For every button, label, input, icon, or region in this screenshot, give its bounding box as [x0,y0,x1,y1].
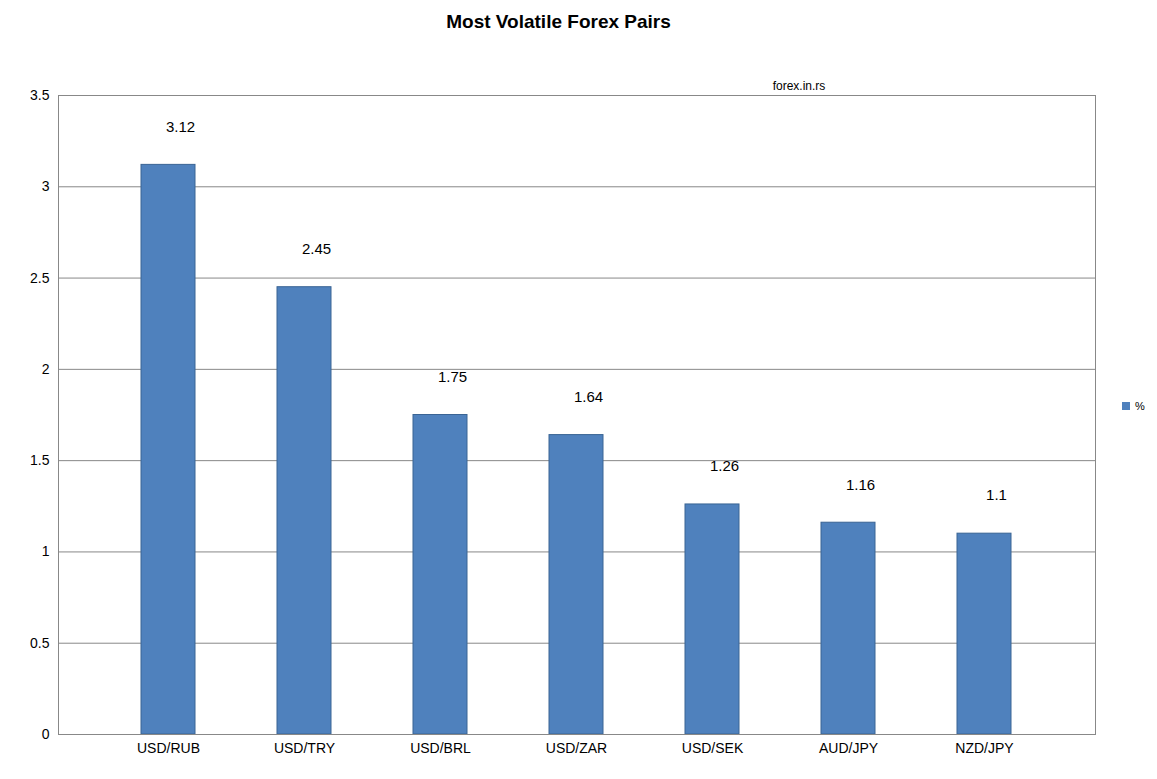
svg-text:1.26: 1.26 [710,457,739,474]
svg-text:1.16: 1.16 [846,476,875,493]
svg-text:USD/TRY: USD/TRY [274,740,336,756]
svg-text:1.75: 1.75 [438,368,467,385]
svg-text:2.5: 2.5 [30,270,50,286]
svg-text:forex.in.rs: forex.in.rs [773,79,826,93]
svg-text:USD/RUB: USD/RUB [137,740,200,756]
svg-text:0: 0 [42,726,50,742]
html-text:Most Volatile Forex Pairs: Most Volatile Forex Pairs [446,11,671,32]
svg-text:3.12: 3.12 [166,118,195,135]
svg-text:1.5: 1.5 [30,452,50,468]
svg-text:USD/ZAR: USD/ZAR [546,740,607,756]
svg-text:USD/SEK: USD/SEK [682,740,744,756]
svg-text:AUD/JPY: AUD/JPY [819,740,879,756]
svg-text:2.45: 2.45 [302,240,331,257]
svg-text:USD/BRL: USD/BRL [410,740,471,756]
svg-text:3: 3 [42,178,50,194]
svg-text:1: 1 [42,543,50,559]
svg-text:1.1: 1.1 [986,486,1007,503]
svg-text:2: 2 [42,361,50,377]
svg-text:3.5: 3.5 [30,87,50,103]
svg-text:1.64: 1.64 [574,388,603,405]
svg-text:NZD/JPY: NZD/JPY [955,740,1014,756]
svg-text:0.5: 0.5 [30,635,50,651]
